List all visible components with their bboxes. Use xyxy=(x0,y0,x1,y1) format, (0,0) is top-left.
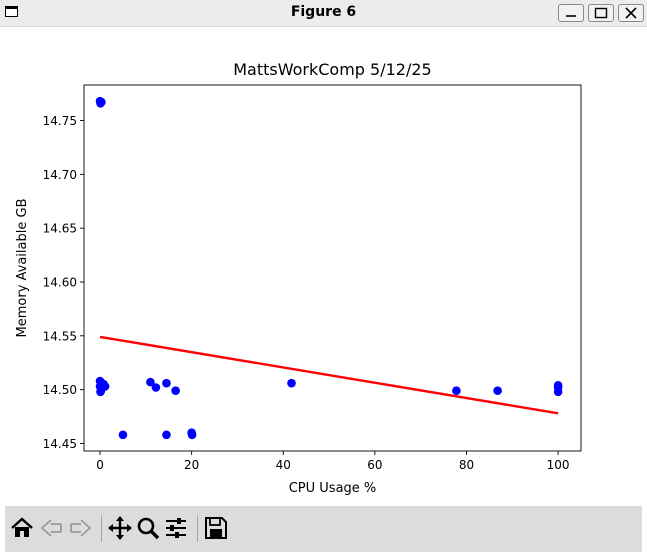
data-point xyxy=(162,378,171,388)
forward-button[interactable] xyxy=(67,515,93,541)
app-window-icon xyxy=(5,6,18,17)
x-tick-label: 100 xyxy=(547,458,570,472)
data-point xyxy=(96,99,105,108)
window-titlebar: Figure 6 xyxy=(0,0,647,27)
y-tick-label: 14.60 xyxy=(43,275,77,289)
data-point xyxy=(553,387,563,397)
home-icon xyxy=(11,517,33,537)
configure-subplots-button[interactable] xyxy=(163,515,189,541)
figure-canvas: MattsWorkComp 5/12/25 CPU Usage % Memory… xyxy=(5,27,642,506)
y-tick-label: 14.50 xyxy=(43,383,77,397)
data-point xyxy=(162,430,171,440)
home-button[interactable] xyxy=(9,515,35,541)
zoom-button[interactable] xyxy=(135,515,161,541)
data-point xyxy=(452,386,461,396)
x-axis-label: CPU Usage % xyxy=(289,481,377,496)
y-tick-label: 14.45 xyxy=(43,437,77,451)
move-arrows-icon xyxy=(108,516,132,540)
forward-arrow-icon xyxy=(70,519,92,537)
chart-title: MattsWorkComp 5/12/25 xyxy=(233,60,431,79)
y-tick-label: 14.55 xyxy=(43,329,77,343)
x-tick-label: 60 xyxy=(367,458,382,472)
save-button[interactable] xyxy=(203,515,229,541)
floppy-disk-icon xyxy=(205,517,227,539)
minimize-icon xyxy=(566,15,576,17)
toolbar-separator xyxy=(197,515,198,542)
maximize-button[interactable] xyxy=(588,4,614,22)
x-tick-label: 20 xyxy=(184,458,199,472)
data-point xyxy=(287,378,296,388)
x-tick-label: 0 xyxy=(96,458,104,472)
toolbar-separator xyxy=(101,515,102,542)
plot-area xyxy=(83,84,582,452)
data-point xyxy=(171,386,180,396)
window-title: Figure 6 xyxy=(290,4,357,20)
maximize-icon xyxy=(594,7,608,19)
sliders-icon xyxy=(166,518,186,538)
back-arrow-icon xyxy=(40,519,62,537)
data-point xyxy=(146,377,155,387)
x-tick-label: 80 xyxy=(459,458,474,472)
close-icon xyxy=(625,7,637,19)
data-point xyxy=(118,430,128,440)
y-tick-label: 14.65 xyxy=(43,222,77,236)
y-tick-label: 14.75 xyxy=(43,114,77,128)
data-point xyxy=(187,430,197,440)
magnifier-icon xyxy=(137,517,160,540)
data-point xyxy=(151,383,161,392)
back-button[interactable] xyxy=(39,515,65,541)
navigation-toolbar xyxy=(5,506,642,552)
pan-button[interactable] xyxy=(107,515,133,541)
y-tick-label: 14.70 xyxy=(43,168,77,182)
minimize-button[interactable] xyxy=(558,4,584,22)
data-point xyxy=(493,386,502,396)
y-axis-label: Memory Available GB xyxy=(15,199,30,338)
trend-line xyxy=(99,335,559,415)
close-button[interactable] xyxy=(618,4,644,22)
data-point xyxy=(96,387,105,397)
scatter-chart: MattsWorkComp 5/12/25 CPU Usage % Memory… xyxy=(15,60,582,496)
x-tick-label: 40 xyxy=(276,458,291,472)
